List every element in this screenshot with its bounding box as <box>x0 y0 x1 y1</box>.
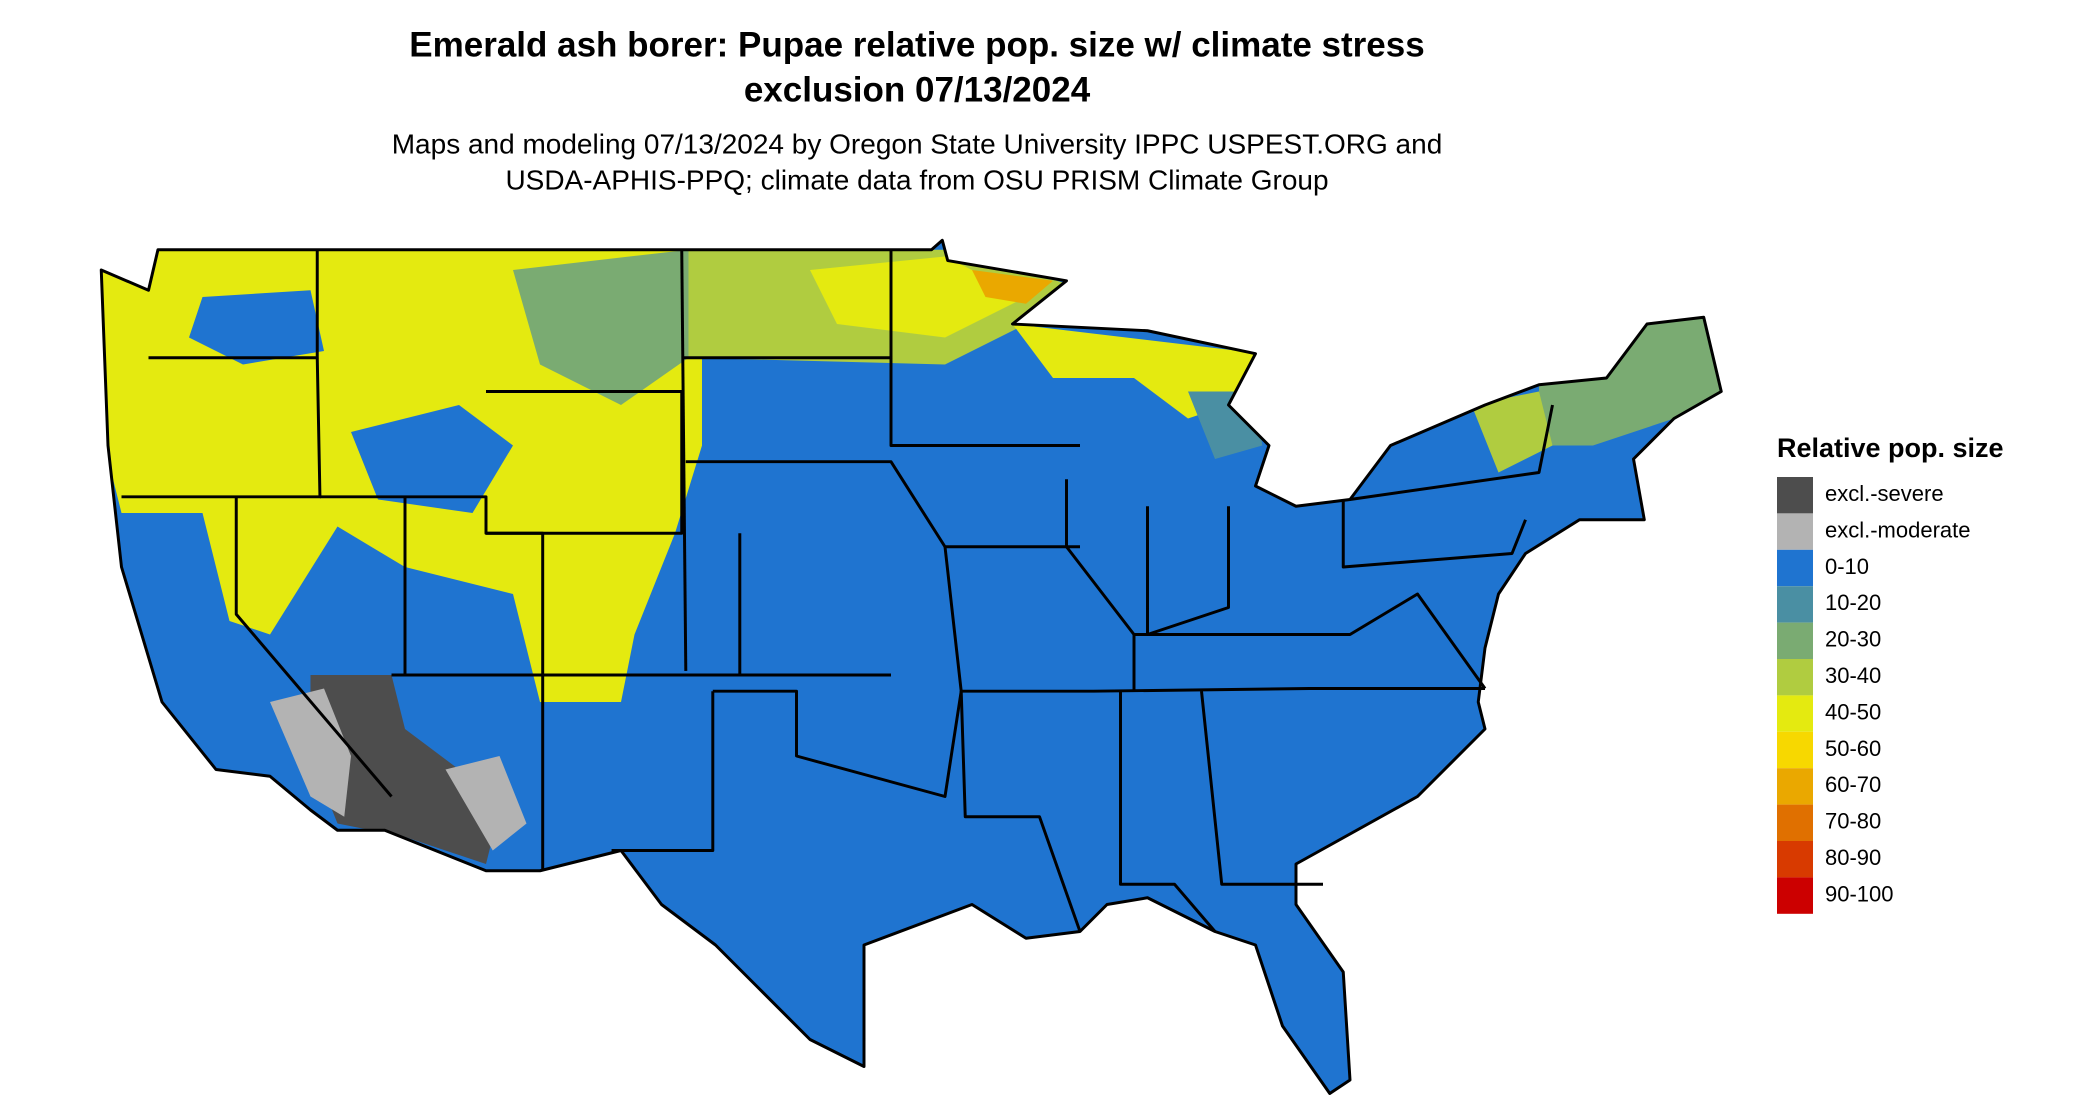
state-borders <box>121 249 1554 933</box>
legend-title: Relative pop. size <box>1777 433 2004 463</box>
legend-swatch <box>1777 513 1813 550</box>
legend-label: 20-30 <box>1825 627 1881 652</box>
legend-swatch <box>1777 731 1813 769</box>
legend-swatch <box>1777 804 1813 841</box>
region-0-10 <box>189 290 324 365</box>
legend-label: 70-80 <box>1825 809 1881 834</box>
region-excl-severe <box>310 675 500 864</box>
legend: excl.-severe excl.-moderate 0-10 10-20 20-30… <box>1777 477 1971 914</box>
legend-swatch <box>1777 877 1813 914</box>
legend-label: 10-20 <box>1825 590 1881 615</box>
region-30-40 <box>1471 391 1553 473</box>
legend-swatch <box>1777 841 1813 878</box>
region-excl-moderate <box>445 756 527 851</box>
legend-label: excl.-severe <box>1825 481 1944 506</box>
map <box>99 238 1723 1095</box>
legend-label: 60-70 <box>1825 772 1881 797</box>
region-20-30 <box>513 249 689 405</box>
subtitle-line: USDA-APHIS-PPQ; climate data from OSU PR… <box>505 164 1328 195</box>
legend-swatch <box>1777 622 1813 659</box>
title-line: Emerald ash borer: Pupae relative pop. s… <box>409 25 1424 64</box>
region-60-70 <box>972 270 1053 304</box>
legend-label: excl.-moderate <box>1825 517 1971 542</box>
region-40-50 <box>810 256 1026 338</box>
legend-swatch <box>1777 659 1813 696</box>
legend-swatch <box>1777 549 1813 587</box>
title-line: exclusion 07/13/2024 <box>744 70 1091 109</box>
legend-swatch <box>1777 768 1813 805</box>
legend-label: 0-10 <box>1825 554 1869 579</box>
legend-label: 50-60 <box>1825 736 1881 761</box>
legend-swatch <box>1777 695 1813 732</box>
region-0-10 <box>351 405 513 513</box>
region-20-30 <box>1539 317 1722 446</box>
legend-swatch <box>1777 586 1813 623</box>
legend-label: 90-100 <box>1825 881 1894 906</box>
region-excl-moderate <box>270 688 351 817</box>
subtitle-line: Maps and modeling 07/13/2024 by Oregon S… <box>392 128 1443 159</box>
map-fill <box>101 240 1722 1094</box>
legend-label: 80-90 <box>1825 845 1881 870</box>
legend-swatch <box>1777 477 1813 514</box>
legend-label: 40-50 <box>1825 699 1881 724</box>
legend-label: 30-40 <box>1825 663 1881 688</box>
